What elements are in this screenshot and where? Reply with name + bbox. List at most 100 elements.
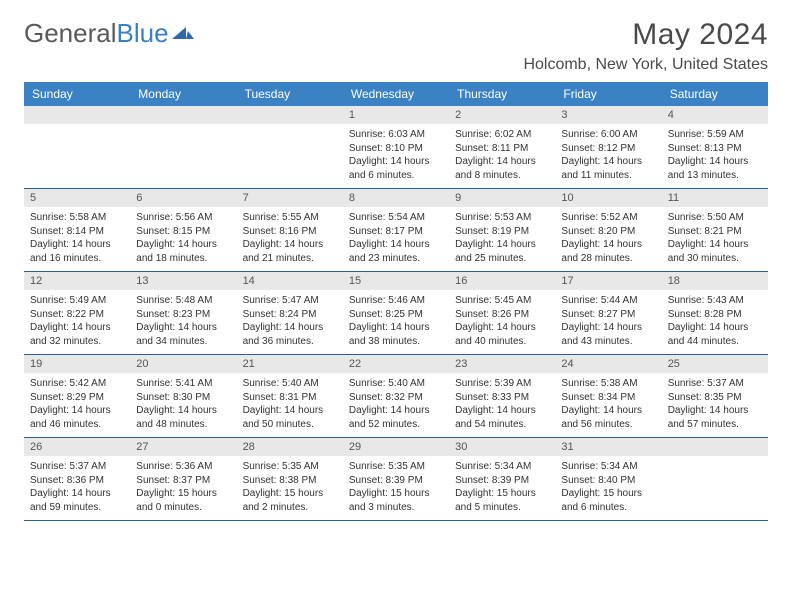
day-detail-line: Sunrise: 5:50 AM	[668, 211, 762, 225]
day-detail-line: Sunset: 8:35 PM	[668, 391, 762, 405]
day-details: Sunrise: 5:43 AMSunset: 8:28 PMDaylight:…	[662, 290, 768, 354]
calendar-day-cell: 24Sunrise: 5:38 AMSunset: 8:34 PMDayligh…	[555, 355, 661, 438]
day-detail-line: Sunrise: 5:35 AM	[243, 460, 337, 474]
day-detail-line: Sunrise: 5:45 AM	[455, 294, 549, 308]
day-details: Sunrise: 5:47 AMSunset: 8:24 PMDaylight:…	[237, 290, 343, 354]
day-detail-line: Daylight: 14 hours and 46 minutes.	[30, 404, 124, 431]
day-detail-line: Daylight: 14 hours and 8 minutes.	[455, 155, 549, 182]
calendar-week-row: 19Sunrise: 5:42 AMSunset: 8:29 PMDayligh…	[24, 355, 768, 438]
month-title: May 2024	[523, 18, 768, 52]
calendar-week-row: 12Sunrise: 5:49 AMSunset: 8:22 PMDayligh…	[24, 272, 768, 355]
date-number: 7	[237, 189, 343, 207]
day-header-cell: Wednesday	[343, 82, 449, 106]
day-detail-line: Sunrise: 5:52 AM	[561, 211, 655, 225]
day-detail-line: Sunrise: 5:41 AM	[136, 377, 230, 391]
calendar-day-cell: 10 Sunrise: 5:52 AMSunset: 8:20 PMDayligh…	[555, 189, 661, 272]
day-detail-line: Sunset: 8:26 PM	[455, 308, 549, 322]
date-number: 5	[24, 189, 130, 207]
day-header-cell: Saturday	[662, 82, 768, 106]
day-details: Sunrise: 5:37 AMSunset: 8:36 PMDaylight:…	[24, 456, 130, 520]
calendar-day-cell: 5Sunrise: 5:58 AMSunset: 8:14 PMDaylight…	[24, 189, 130, 272]
date-number: 1	[343, 106, 449, 124]
day-detail-line: Sunset: 8:19 PM	[455, 225, 549, 239]
day-detail-line: Sunset: 8:32 PM	[349, 391, 443, 405]
calendar-day-cell: 11Sunrise: 5:50 AMSunset: 8:21 PMDayligh…	[662, 189, 768, 272]
day-detail-line: Sunrise: 5:59 AM	[668, 128, 762, 142]
day-detail-line: Sunset: 8:40 PM	[561, 474, 655, 488]
calendar-day-cell: 21Sunrise: 5:40 AMSunset: 8:31 PMDayligh…	[237, 355, 343, 438]
day-detail-line: Sunrise: 5:40 AM	[243, 377, 337, 391]
date-number: 2	[449, 106, 555, 124]
day-details: Sunrise: 5:55 AMSunset: 8:16 PMDaylight:…	[237, 207, 343, 271]
day-header-cell: Monday	[130, 82, 236, 106]
date-number: 26	[24, 438, 130, 456]
day-detail-line: Sunrise: 5:37 AM	[30, 460, 124, 474]
day-detail-line: Daylight: 14 hours and 44 minutes.	[668, 321, 762, 348]
day-detail-line: Sunrise: 5:54 AM	[349, 211, 443, 225]
day-detail-line: Sunrise: 5:48 AM	[136, 294, 230, 308]
calendar-day-cell: 29Sunrise: 5:35 AMSunset: 8:39 PMDayligh…	[343, 438, 449, 521]
day-details: Sunrise: 6:00 AMSunset: 8:12 PMDaylight:…	[555, 124, 661, 188]
day-details: Sunrise: 5:36 AMSunset: 8:37 PMDaylight:…	[130, 456, 236, 520]
day-detail-line: Sunset: 8:21 PM	[668, 225, 762, 239]
date-number: 31	[555, 438, 661, 456]
day-detail-line: Sunrise: 5:42 AM	[30, 377, 124, 391]
brand-logo: GeneralBlue	[24, 18, 194, 49]
day-detail-line: Sunrise: 5:39 AM	[455, 377, 549, 391]
calendar-week-row: 1Sunrise: 6:03 AMSunset: 8:10 PMDaylight…	[24, 106, 768, 189]
brand-mark-icon	[172, 17, 194, 48]
day-detail-line: Daylight: 15 hours and 5 minutes.	[455, 487, 549, 514]
calendar-day-cell: 19Sunrise: 5:42 AMSunset: 8:29 PMDayligh…	[24, 355, 130, 438]
date-number: 11	[662, 189, 768, 207]
day-detail-line: Sunrise: 5:36 AM	[136, 460, 230, 474]
date-number: 14	[237, 272, 343, 290]
day-detail-line: Daylight: 14 hours and 28 minutes.	[561, 238, 655, 265]
date-number: 18	[662, 272, 768, 290]
day-detail-line: Daylight: 14 hours and 48 minutes.	[136, 404, 230, 431]
day-detail-line: Daylight: 15 hours and 0 minutes.	[136, 487, 230, 514]
date-number: 4	[662, 106, 768, 124]
day-detail-line: Sunset: 8:14 PM	[30, 225, 124, 239]
day-detail-line: Sunset: 8:39 PM	[455, 474, 549, 488]
day-detail-line: Sunset: 8:39 PM	[349, 474, 443, 488]
calendar-day-cell: 25Sunrise: 5:37 AMSunset: 8:35 PMDayligh…	[662, 355, 768, 438]
date-number: 15	[343, 272, 449, 290]
day-detail-line: Daylight: 14 hours and 56 minutes.	[561, 404, 655, 431]
day-detail-line: Sunrise: 5:35 AM	[349, 460, 443, 474]
day-details: Sunrise: 5:59 AMSunset: 8:13 PMDaylight:…	[662, 124, 768, 188]
day-header-row: Sunday Monday Tuesday Wednesday Thursday…	[24, 82, 768, 106]
day-detail-line: Sunset: 8:13 PM	[668, 142, 762, 156]
calendar-day-cell: 13Sunrise: 5:48 AMSunset: 8:23 PMDayligh…	[130, 272, 236, 355]
day-detail-line: Sunset: 8:15 PM	[136, 225, 230, 239]
day-details: Sunrise: 6:03 AMSunset: 8:10 PMDaylight:…	[343, 124, 449, 188]
day-details: Sunrise: 5:56 AMSunset: 8:15 PMDaylight:…	[130, 207, 236, 271]
day-details: Sunrise: 5:41 AMSunset: 8:30 PMDaylight:…	[130, 373, 236, 437]
day-details: Sunrise: 5:37 AMSunset: 8:35 PMDaylight:…	[662, 373, 768, 437]
day-details: Sunrise: 5:42 AMSunset: 8:29 PMDaylight:…	[24, 373, 130, 437]
date-number: 10	[555, 189, 661, 207]
day-detail-line: Sunset: 8:17 PM	[349, 225, 443, 239]
day-detail-line: Daylight: 15 hours and 2 minutes.	[243, 487, 337, 514]
day-detail-line: Sunrise: 5:44 AM	[561, 294, 655, 308]
day-detail-line: Sunrise: 5:34 AM	[455, 460, 549, 474]
day-detail-line: Sunset: 8:20 PM	[561, 225, 655, 239]
day-details: Sunrise: 5:58 AMSunset: 8:14 PMDaylight:…	[24, 207, 130, 271]
day-detail-line: Daylight: 14 hours and 40 minutes.	[455, 321, 549, 348]
day-detail-line: Sunset: 8:25 PM	[349, 308, 443, 322]
calendar-day-cell: 23Sunrise: 5:39 AMSunset: 8:33 PMDayligh…	[449, 355, 555, 438]
day-detail-line: Sunrise: 6:02 AM	[455, 128, 549, 142]
day-details: Sunrise: 5:39 AMSunset: 8:33 PMDaylight:…	[449, 373, 555, 437]
day-detail-line: Daylight: 14 hours and 59 minutes.	[30, 487, 124, 514]
calendar-body: 1Sunrise: 6:03 AMSunset: 8:10 PMDaylight…	[24, 106, 768, 521]
day-detail-line: Sunrise: 5:47 AM	[243, 294, 337, 308]
calendar-day-cell: 9Sunrise: 5:53 AMSunset: 8:19 PMDaylight…	[449, 189, 555, 272]
day-detail-line: Sunset: 8:16 PM	[243, 225, 337, 239]
day-details: Sunrise: 5:46 AMSunset: 8:25 PMDaylight:…	[343, 290, 449, 354]
day-details	[130, 124, 236, 176]
date-number: 22	[343, 355, 449, 373]
date-number	[130, 106, 236, 124]
day-detail-line: Sunrise: 5:55 AM	[243, 211, 337, 225]
calendar-day-cell: 7Sunrise: 5:55 AMSunset: 8:16 PMDaylight…	[237, 189, 343, 272]
day-details	[24, 124, 130, 176]
day-details: Sunrise: 5:35 AMSunset: 8:38 PMDaylight:…	[237, 456, 343, 520]
